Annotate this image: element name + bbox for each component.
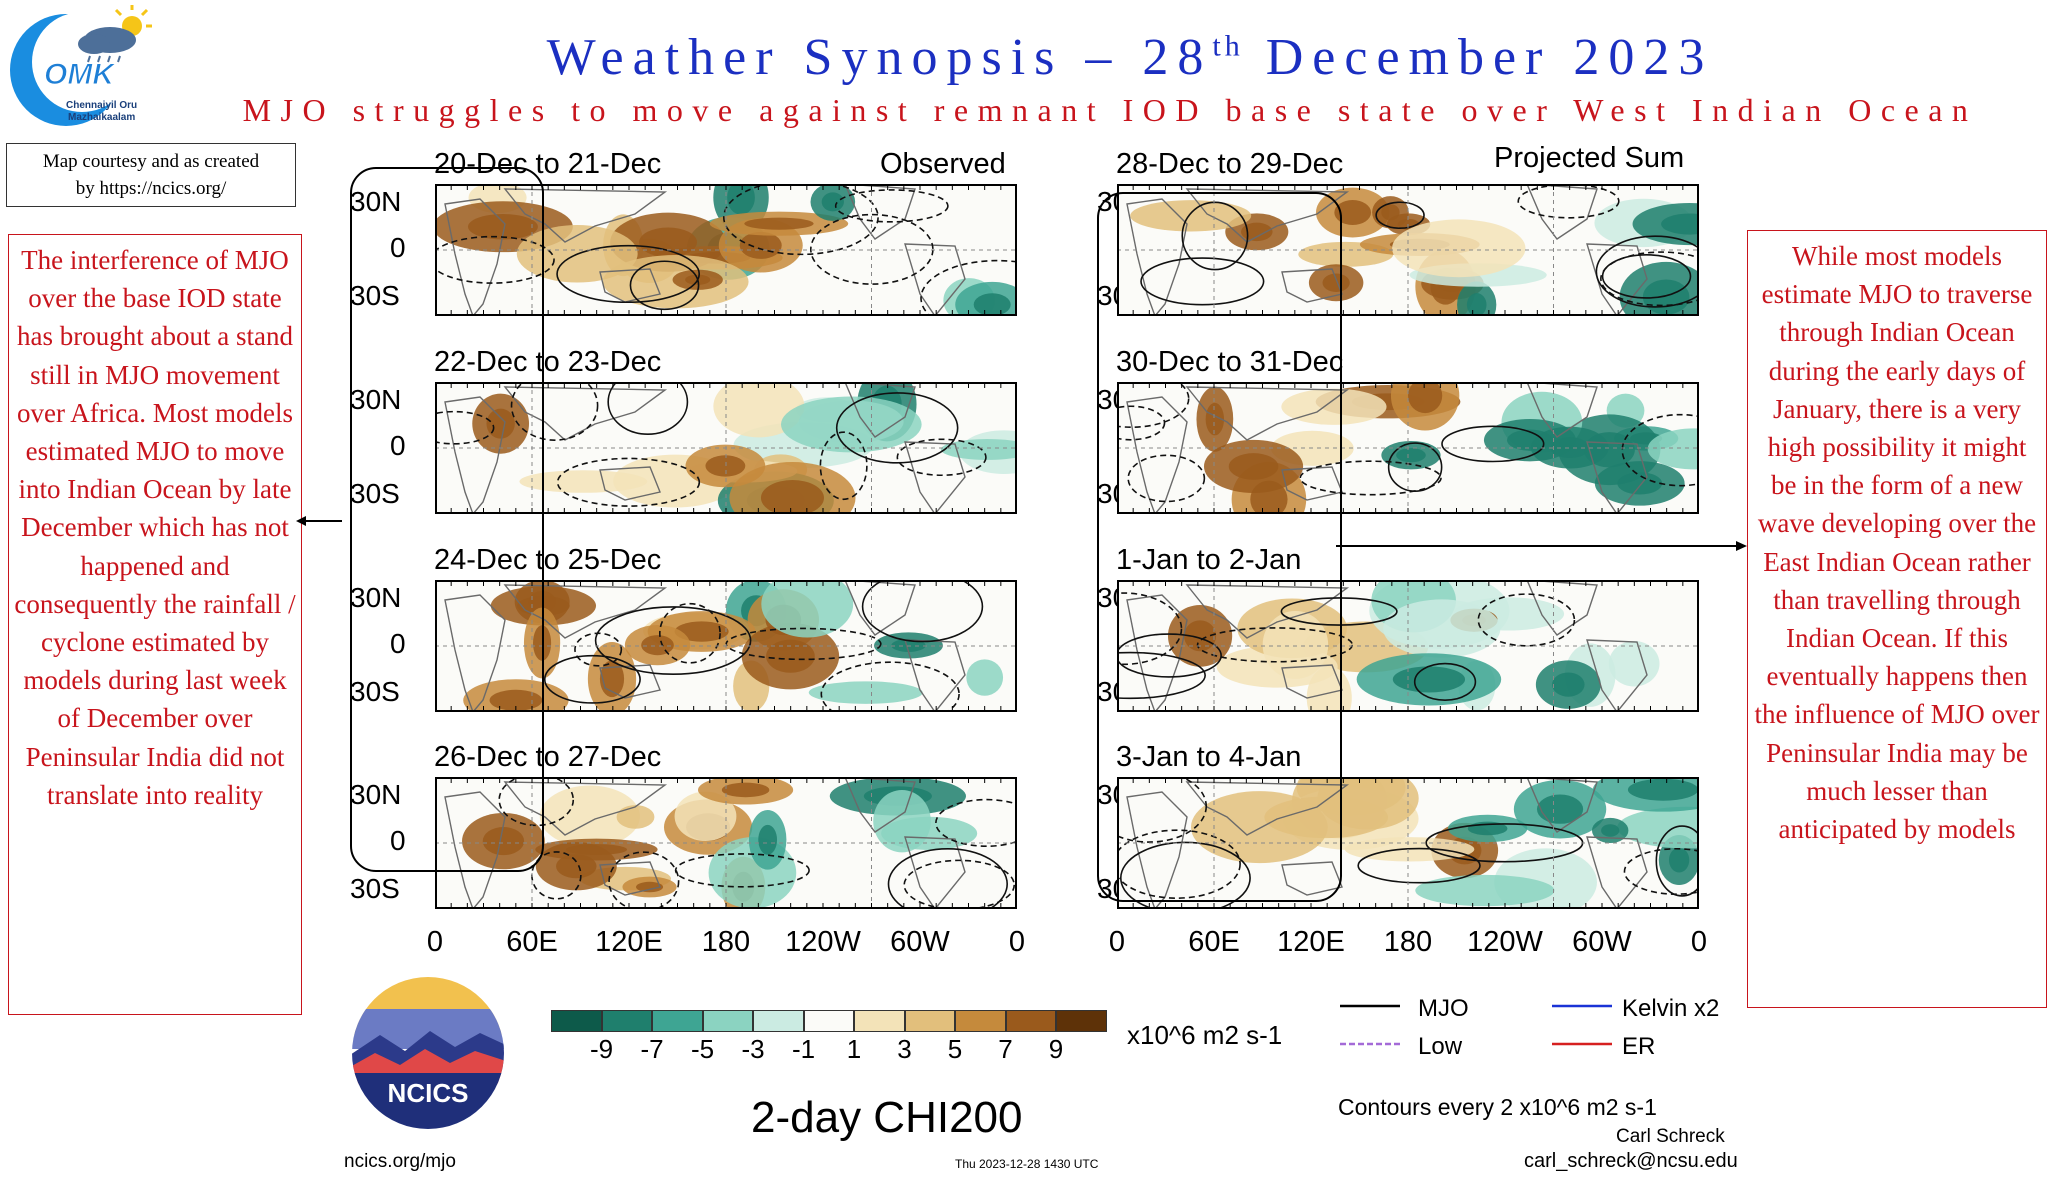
legend-line-mjo: [1340, 1004, 1400, 1008]
lon-label-proj-1: 0: [1108, 926, 1126, 958]
footer-timestamp: Thu 2023-12-28 1430 UTC: [955, 1157, 1099, 1171]
colorbar-tick-2: -7: [640, 1034, 664, 1064]
map-panel-obs-3: [435, 580, 1017, 712]
legend-line-er: [1552, 1042, 1612, 1046]
colorbar-swatch-11: [1056, 1010, 1107, 1032]
lat-label-obs-4-1: 30N: [350, 779, 402, 810]
left-note: The interference of MJO over the base IO…: [8, 234, 302, 1015]
panel-title-proj-4: 3-Jan to 4-Jan: [1116, 741, 1302, 773]
colorbar-tick-4: -3: [741, 1034, 765, 1064]
lon-label-obs-1: 0: [426, 926, 444, 958]
colorbar-tick-10: 9: [1048, 1034, 1064, 1064]
lat-label-obs-1-2: 0: [390, 232, 406, 263]
contour-note: Contours every 2 x10^6 m2 s-1: [1338, 1094, 1657, 1120]
panel-title-proj-2: 30-Dec to 31-Dec: [1116, 346, 1344, 378]
colorbar-swatch-4: [702, 1010, 753, 1032]
panel-title-obs-1: 20-Dec to 21-Dec: [434, 148, 662, 180]
lon-label-obs-5: 120W: [785, 926, 861, 958]
lon-label-proj-4: 180: [1383, 926, 1433, 958]
logo-line2: Mazhaikaalam: [68, 112, 136, 123]
chart-variable-title: 2-day CHI200: [751, 1093, 1023, 1142]
ncics-logo-text: NCICS: [387, 1078, 469, 1108]
legend-line-low: [1340, 1042, 1400, 1046]
author-name: Carl Schreck: [1616, 1126, 1725, 1147]
footer-url[interactable]: ncics.org/mjo: [344, 1151, 456, 1172]
lon-label-proj-5: 120W: [1467, 926, 1543, 958]
map-panel-proj-1: [1117, 184, 1699, 316]
map-panel-proj-4: [1117, 777, 1699, 909]
highlight-box-observed: [350, 167, 544, 872]
colorbar-units: x10^6 m2 s-1: [1127, 1020, 1283, 1050]
right-note: While most models estimate MJO to traver…: [1747, 230, 2047, 1008]
map-panel-proj-2: [1117, 382, 1699, 514]
lat-label-obs-1-3: 30S: [350, 280, 400, 311]
logo-text: OMK: [44, 58, 115, 92]
lon-label-proj-3: 120E: [1277, 926, 1345, 958]
lon-label-proj-7: 0: [1690, 926, 1708, 958]
map-panel-proj-3: [1117, 580, 1699, 712]
legend-label-mjo: MJO: [1418, 995, 1469, 1022]
credit-line-2: by https://ncics.org/: [75, 178, 227, 199]
panel-title-obs-4: 26-Dec to 27-Dec: [434, 741, 662, 773]
column-header-projected: Projected Sum: [1494, 142, 1685, 174]
colorbar-tick-3: -5: [690, 1034, 715, 1064]
colorbar-tick-6: 1: [846, 1034, 862, 1064]
colorbar-tick-5: -1: [791, 1034, 816, 1064]
map-panel-obs-2: [435, 382, 1017, 514]
panel-title-proj-3: 1-Jan to 2-Jan: [1116, 544, 1302, 576]
colorbar-tick-8: 5: [947, 1034, 963, 1064]
legend-label-kelvin: Kelvin x2: [1622, 995, 1720, 1022]
page-subtitle: MJO struggles to move against remnant IO…: [242, 92, 1978, 128]
colorbar-swatch-3: [652, 1010, 703, 1032]
lon-label-obs-6: 60W: [890, 926, 950, 958]
ncics-logo: NCICS: [350, 975, 506, 1131]
lat-label-obs-3-2: 0: [390, 628, 406, 659]
lat-label-obs-3-3: 30S: [350, 676, 400, 707]
lat-label-obs-2-3: 30S: [350, 478, 400, 509]
legend-label-low: Low: [1418, 1033, 1463, 1060]
credit-line-1: Map courtesy and as created: [42, 151, 260, 172]
lon-label-obs-4: 180: [701, 926, 751, 958]
omk-logo: OMK Chennaiyil Oru Mazhaikaalam: [4, 4, 154, 136]
colorbar-swatch-7: [854, 1010, 905, 1032]
author-email: carl_schreck@ncsu.edu: [1524, 1150, 1738, 1172]
panel-title-obs-3: 24-Dec to 25-Dec: [434, 544, 662, 576]
lat-label-obs-3-1: 30N: [350, 582, 402, 613]
colorbar-swatch-8: [904, 1010, 955, 1032]
highlight-box-projected: [1097, 192, 1342, 902]
panel-title-obs-2: 22-Dec to 23-Dec: [434, 346, 662, 378]
legend-label-er: ER: [1622, 1033, 1656, 1060]
map-panel-obs-4: [435, 777, 1017, 909]
colorbar-swatch-6: [803, 1010, 854, 1032]
logo-line1: Chennaiyil Oru: [66, 100, 138, 111]
lat-label-obs-4-2: 0: [390, 825, 406, 856]
colorbar-swatch-10: [1005, 1010, 1056, 1032]
lon-label-obs-7: 0: [1008, 926, 1026, 958]
colorbar-swatch-5: [753, 1010, 804, 1032]
lat-label-obs-2-2: 0: [390, 430, 406, 461]
lat-label-obs-2-1: 30N: [350, 384, 402, 415]
panel-title-proj-1: 28-Dec to 29-Dec: [1116, 148, 1344, 180]
lon-label-proj-2: 60E: [1188, 926, 1240, 958]
colorbar-tick-7: 3: [897, 1034, 912, 1064]
right-arrow: [1336, 541, 1747, 551]
colorbar-swatch-1: [551, 1010, 602, 1032]
page-title: Weather Synopsis – 28th December 2023: [546, 29, 1714, 86]
colorbar-swatch-2: [601, 1010, 652, 1032]
colorbar-tick-9: 7: [998, 1034, 1013, 1064]
lat-label-obs-4-3: 30S: [350, 873, 400, 904]
lon-label-obs-3: 120E: [595, 926, 663, 958]
column-header-observed: Observed: [880, 148, 1006, 180]
left-arrow: [296, 516, 342, 526]
lon-label-proj-6: 60W: [1572, 926, 1632, 958]
colorbar-swatch-9: [955, 1010, 1006, 1032]
map-panel-obs-1: [435, 184, 1017, 316]
lon-label-obs-2: 60E: [506, 926, 558, 958]
colorbar-tick-1: -9: [589, 1034, 614, 1064]
legend-line-kelvin: [1552, 1004, 1612, 1008]
credit-box: Map courtesy and as created by https://n…: [6, 143, 296, 207]
